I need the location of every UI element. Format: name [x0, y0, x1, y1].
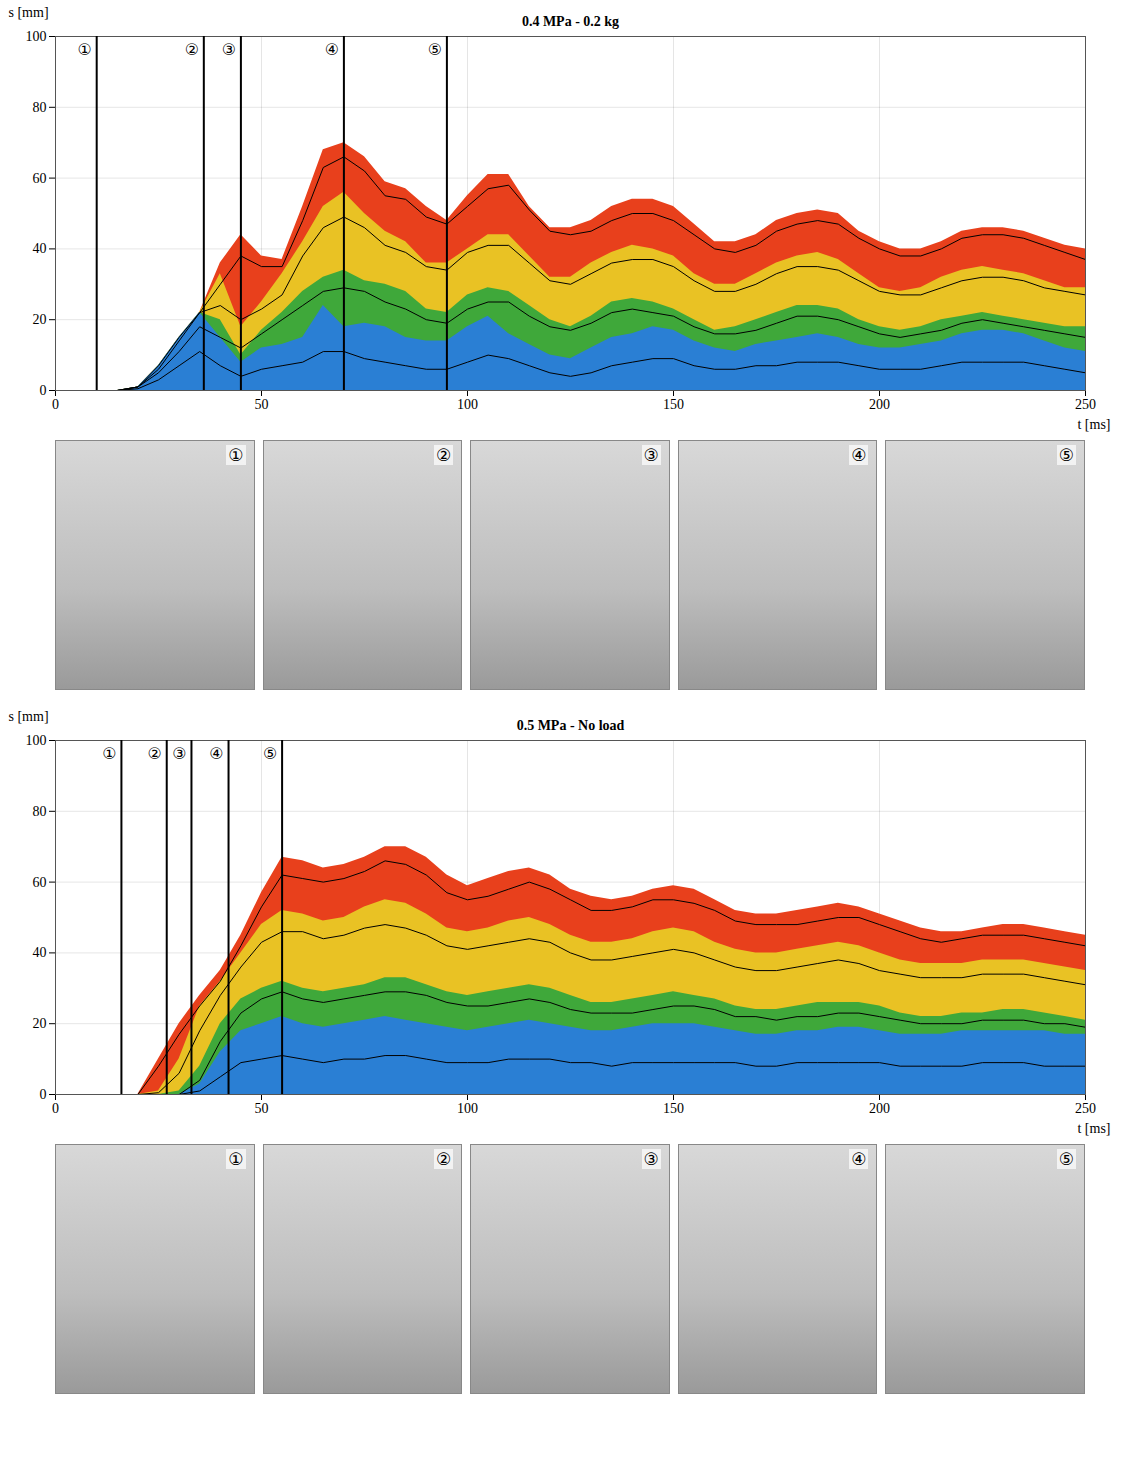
html-text:④: ④	[851, 445, 867, 465]
svg-text:60: 60	[33, 171, 47, 186]
svg-text:0.4 MPa - 0.2 kg: 0.4 MPa - 0.2 kg	[522, 14, 619, 29]
svg-text:③: ③	[172, 744, 186, 763]
svg-text:④: ④	[325, 40, 339, 59]
svg-text:t [ms]: t [ms]	[1077, 417, 1110, 432]
svg-text:s [mm]: s [mm]	[9, 709, 49, 724]
svg-text:100: 100	[26, 733, 47, 748]
html-text:②: ②	[435, 445, 452, 465]
svg-text:40: 40	[33, 241, 47, 256]
svg-text:0: 0	[40, 1087, 47, 1102]
svg-text:40: 40	[33, 945, 47, 960]
svg-text:0: 0	[52, 397, 59, 412]
html-text:⑤: ⑤	[1058, 445, 1074, 465]
html-text:①: ①	[228, 1149, 244, 1169]
svg-text:②: ②	[185, 40, 199, 59]
html-text:③: ③	[643, 445, 659, 465]
svg-text:①: ①	[102, 744, 116, 763]
svg-text:③: ③	[222, 40, 236, 59]
svg-text:⑤: ⑤	[428, 40, 442, 59]
svg-text:①: ①	[78, 40, 92, 59]
svg-text:⑤: ⑤	[263, 744, 277, 763]
svg-text:0.5 MPa - No load: 0.5 MPa - No load	[517, 718, 625, 733]
svg-text:80: 80	[33, 100, 47, 115]
svg-text:0: 0	[40, 383, 47, 398]
svg-text:200: 200	[869, 397, 890, 412]
html-text:③: ③	[643, 1149, 659, 1169]
svg-text:s [mm]: s [mm]	[9, 5, 49, 20]
html-text:④: ④	[851, 1149, 867, 1169]
svg-text:200: 200	[869, 1101, 890, 1116]
svg-text:80: 80	[33, 804, 47, 819]
svg-text:60: 60	[33, 875, 47, 890]
svg-text:250: 250	[1075, 1101, 1096, 1116]
svg-text:100: 100	[26, 29, 47, 44]
html-text:①: ①	[228, 445, 244, 465]
svg-text:20: 20	[33, 1016, 47, 1031]
svg-text:②: ②	[148, 744, 162, 763]
svg-text:④: ④	[209, 744, 223, 763]
svg-text:50: 50	[255, 1101, 269, 1116]
svg-text:150: 150	[663, 1101, 684, 1116]
svg-text:0: 0	[52, 1101, 59, 1116]
svg-text:100: 100	[457, 1101, 478, 1116]
html-text:②: ②	[435, 1149, 452, 1169]
html-text:⑤: ⑤	[1058, 1149, 1074, 1169]
svg-text:t [ms]: t [ms]	[1077, 1121, 1110, 1136]
svg-text:20: 20	[33, 312, 47, 327]
svg-text:150: 150	[663, 397, 684, 412]
svg-text:100: 100	[457, 397, 478, 412]
svg-text:50: 50	[255, 397, 269, 412]
svg-text:250: 250	[1075, 397, 1096, 412]
